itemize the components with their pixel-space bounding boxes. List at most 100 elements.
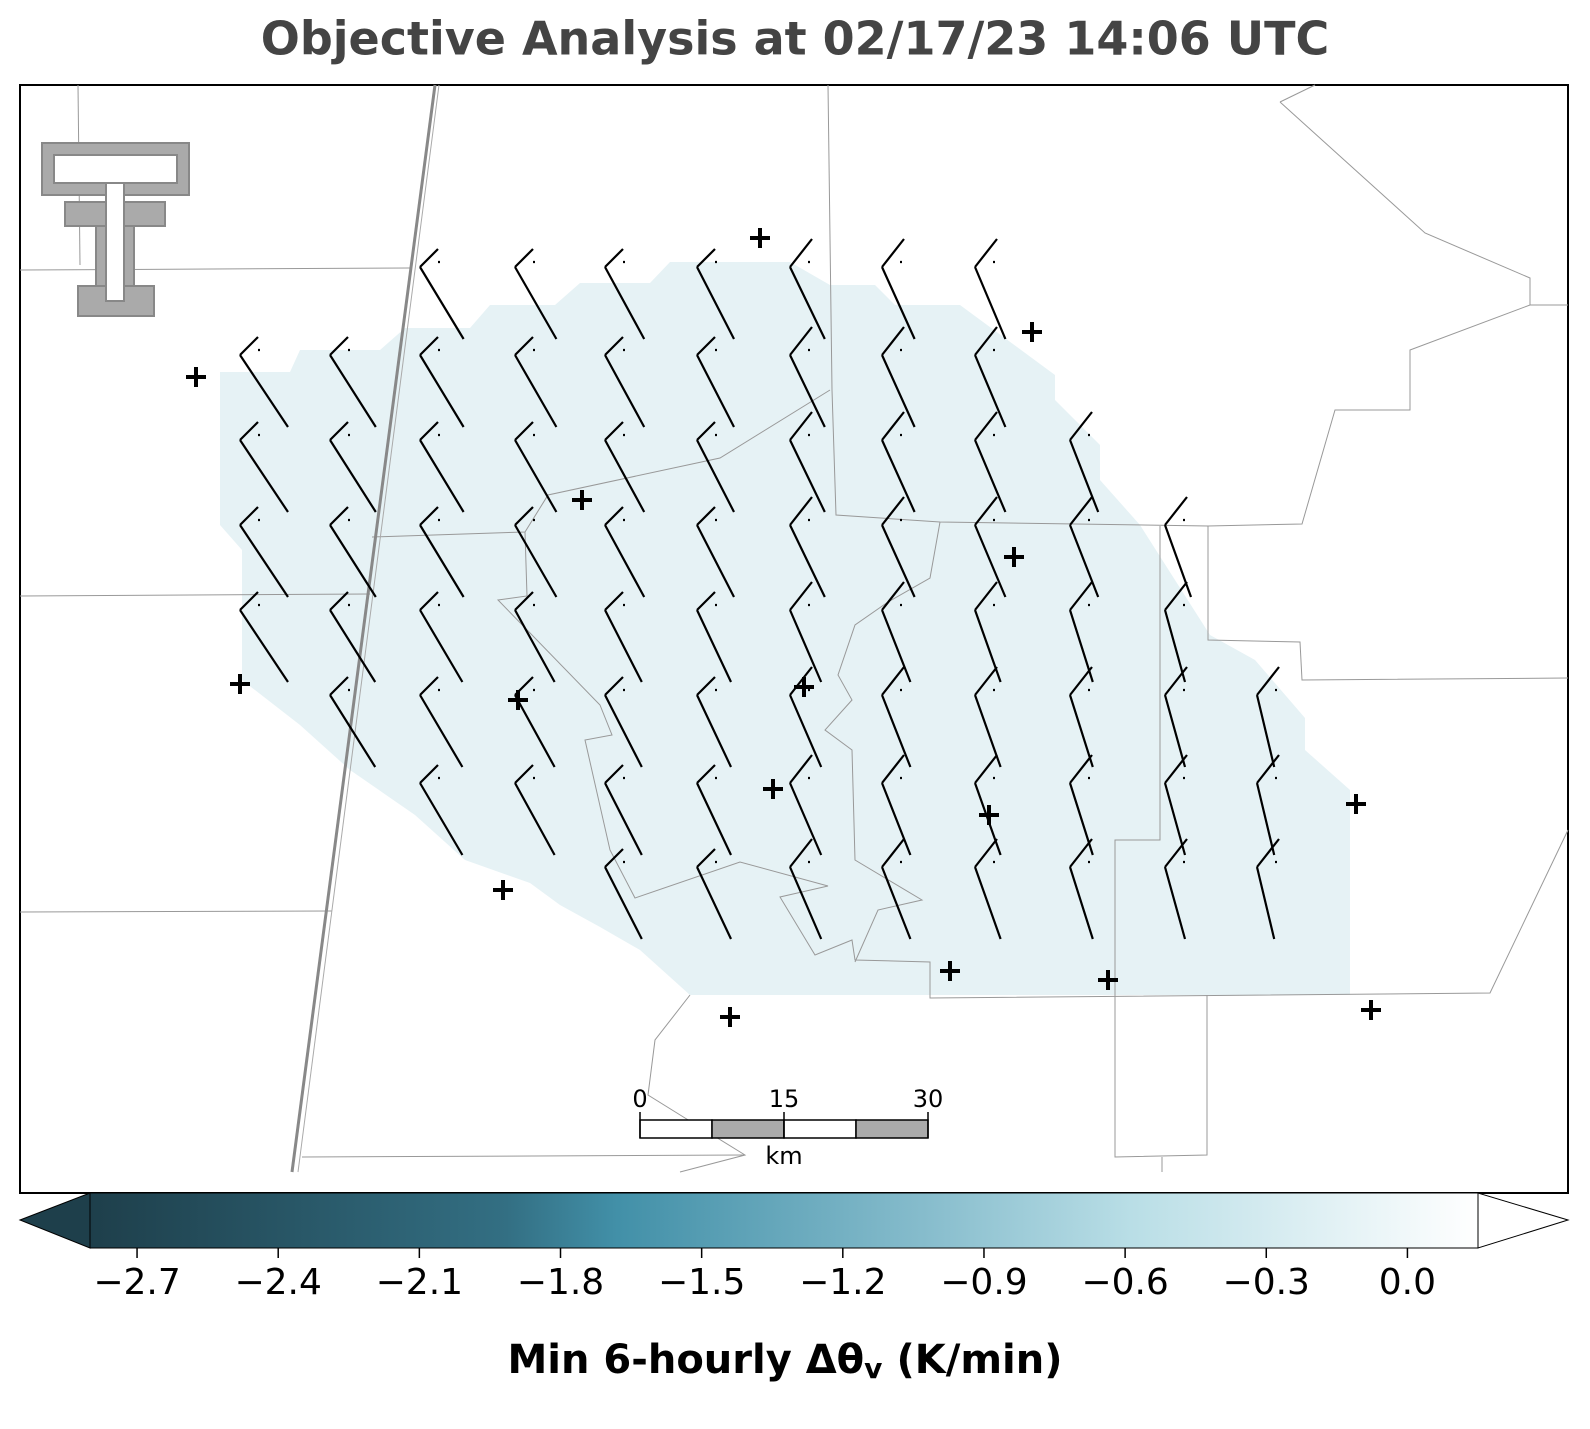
wind-barb xyxy=(880,411,916,513)
wind-barb xyxy=(239,336,289,428)
wind-barb xyxy=(329,506,377,598)
wind-barb xyxy=(696,848,732,940)
wind-barb xyxy=(789,411,826,513)
station xyxy=(979,805,999,825)
wind-barb xyxy=(789,326,826,428)
wind-barb xyxy=(604,248,646,340)
station xyxy=(186,367,206,387)
wind-barb xyxy=(329,336,377,428)
wind-barb xyxy=(329,676,377,768)
wind-barb xyxy=(880,238,916,340)
stations xyxy=(186,228,1381,1027)
wind-barb xyxy=(419,248,465,340)
scale-unit: km xyxy=(765,1142,802,1170)
wind-barb xyxy=(973,838,1002,940)
colorbar-tick-label: 0.0 xyxy=(1379,1262,1436,1303)
wind-barb xyxy=(419,421,465,513)
wind-barb xyxy=(696,676,732,768)
station xyxy=(230,674,250,694)
station xyxy=(794,677,814,697)
colorbar-tick-label: −2.7 xyxy=(93,1262,180,1303)
title: Objective Analysis at 02/17/23 14:06 UTC xyxy=(261,12,1330,66)
wind-barb xyxy=(419,506,465,598)
wind-barb xyxy=(514,248,558,340)
colorbar-tick-label: −1.2 xyxy=(799,1262,886,1303)
wind-barb xyxy=(973,411,1007,513)
scale-segment xyxy=(855,1119,929,1139)
wind-barb xyxy=(329,421,377,513)
label-sub: v xyxy=(864,1352,882,1385)
wind-barb xyxy=(696,336,735,428)
wind-barb xyxy=(1068,496,1100,598)
wind-barb xyxy=(880,838,912,940)
map: 0 15 30 km xyxy=(19,84,1569,1194)
wind-barbs xyxy=(239,238,1280,940)
wind-barb xyxy=(329,591,377,683)
scale-segment xyxy=(639,1119,713,1139)
wind-barb xyxy=(880,666,912,768)
label-unit: (K/min) xyxy=(896,1337,1062,1383)
wind-barb xyxy=(1163,496,1193,598)
wind-barb xyxy=(696,421,735,513)
wind-barb xyxy=(239,421,289,513)
wind-barb xyxy=(419,676,464,768)
wind-barb xyxy=(973,496,1007,598)
wind-barb xyxy=(514,506,558,598)
wind-barb xyxy=(1163,838,1188,940)
state-border xyxy=(290,84,437,1173)
wind-barb xyxy=(973,326,1007,428)
station xyxy=(750,228,770,248)
wind-barb xyxy=(788,666,823,768)
state-border xyxy=(297,84,440,1173)
colorbar-tick-label: −0.6 xyxy=(1081,1262,1168,1303)
wind-barb xyxy=(973,238,1007,340)
logo xyxy=(41,142,190,317)
wind-barb xyxy=(604,848,643,940)
scale-label: 0 xyxy=(632,1085,647,1113)
wind-barb xyxy=(696,764,732,856)
wind-barb xyxy=(604,676,643,768)
wind-barb xyxy=(514,421,558,513)
scale-bar: 0 15 30 km xyxy=(632,1085,943,1170)
county-lines xyxy=(19,84,1569,1173)
colorbar-extend-high xyxy=(1477,1192,1570,1249)
colorbar: −2.7 −2.4 −2.1 −1.8 −1.5 −1.2 −0.9 −0.6 −0.3 0.0 xyxy=(18,1192,1570,1303)
scale-label: 30 xyxy=(913,1085,944,1113)
station xyxy=(940,961,960,981)
wind-barb xyxy=(1255,666,1280,768)
colorbar-label: Min 6-hourly Δθv (K/min) xyxy=(508,1337,1063,1385)
wind-barb xyxy=(1255,838,1280,940)
station xyxy=(1022,322,1042,342)
wind-barb xyxy=(419,764,464,856)
station xyxy=(572,490,592,510)
wind-barb xyxy=(1163,581,1188,683)
wind-barb xyxy=(788,581,823,683)
wind-barb xyxy=(789,238,826,340)
colorbar-bar xyxy=(89,1192,1479,1249)
colorbar-tick-label: −2.1 xyxy=(376,1262,463,1303)
station xyxy=(508,690,528,710)
colorbar-tick-label: −2.4 xyxy=(234,1262,321,1303)
scale-segment xyxy=(711,1119,785,1139)
wind-barb xyxy=(1068,411,1100,513)
wind-barb xyxy=(1068,666,1094,768)
station xyxy=(493,880,513,900)
wind-barb xyxy=(789,496,826,598)
wind-barb xyxy=(514,764,556,856)
wind-barb xyxy=(419,336,465,428)
station xyxy=(1361,1000,1381,1020)
wind-barb xyxy=(973,581,1002,683)
wind-barb xyxy=(604,764,643,856)
wind-barb xyxy=(604,591,643,683)
wind-barb xyxy=(604,506,646,598)
wind-barb xyxy=(788,754,823,856)
wind-barb xyxy=(880,754,912,856)
wind-barb xyxy=(514,591,556,683)
wind-barb xyxy=(1255,754,1280,856)
wind-barb xyxy=(419,591,464,683)
wind-barb xyxy=(1163,754,1188,856)
wind-barb xyxy=(514,336,558,428)
wind-barb xyxy=(1163,666,1188,768)
station xyxy=(763,779,783,799)
